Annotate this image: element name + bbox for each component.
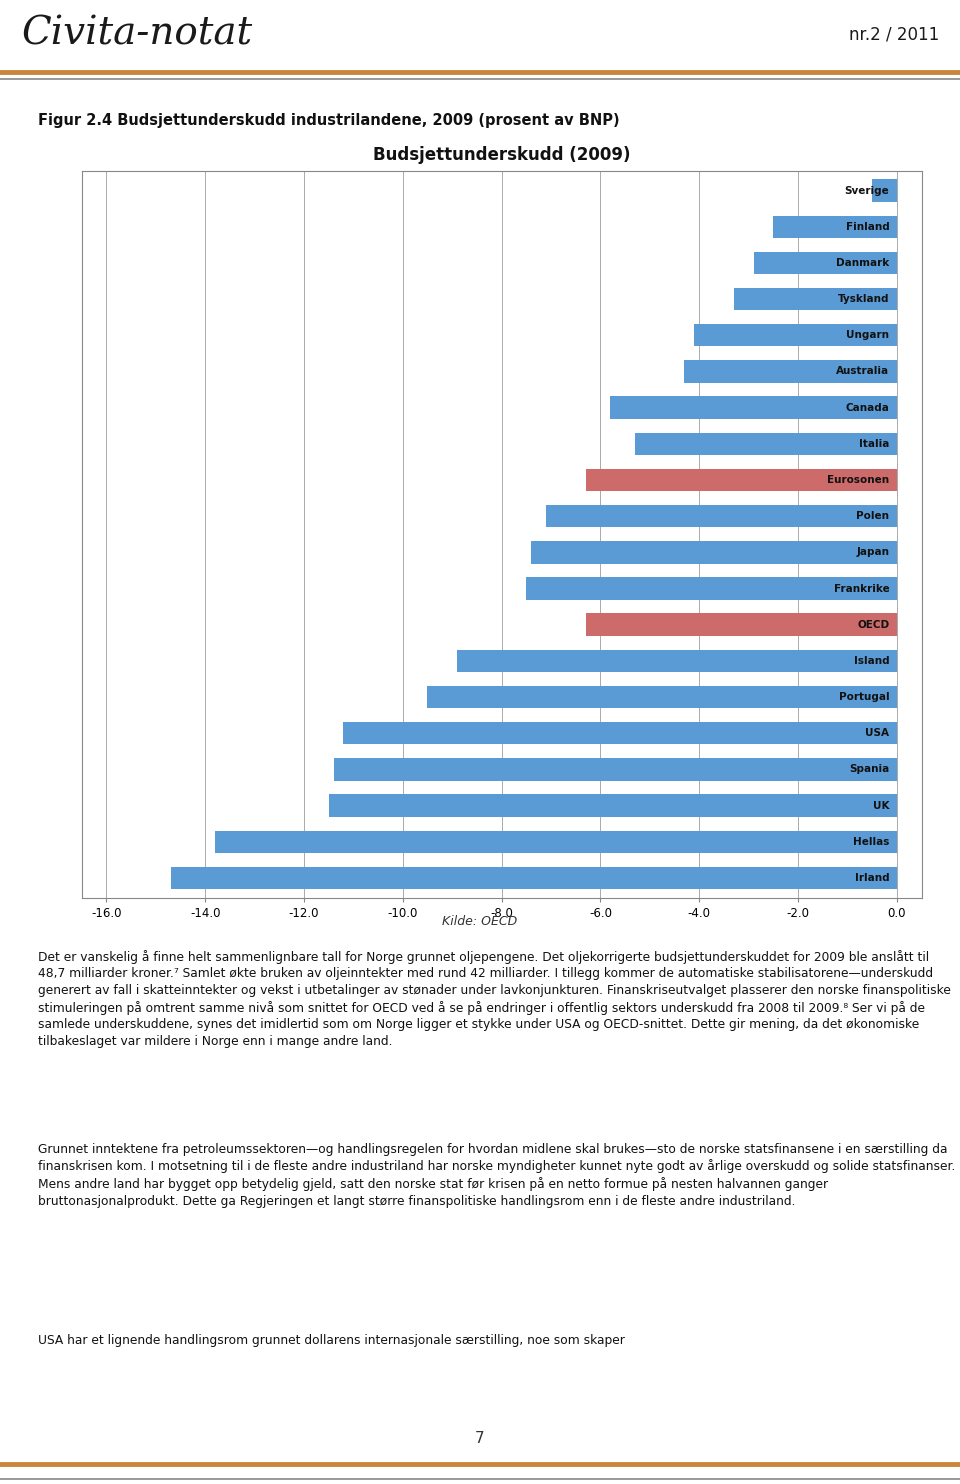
Text: Det er vanskelig å finne helt sammenlignbare tall for Norge grunnet oljepengene.: Det er vanskelig å finne helt sammenlign…	[38, 950, 951, 1048]
Title: Budsjettunderskudd (2009): Budsjettunderskudd (2009)	[372, 145, 631, 163]
Text: OECD: OECD	[857, 620, 890, 629]
Text: Figur 2.4 Budsjettunderskudd industrilandene, 2009 (prosent av BNP): Figur 2.4 Budsjettunderskudd industrilan…	[38, 113, 620, 128]
Bar	[171, 867, 897, 889]
Bar	[333, 758, 897, 781]
Bar	[684, 361, 897, 383]
Bar	[546, 505, 897, 527]
Text: Frankrike: Frankrike	[833, 583, 890, 594]
Text: Tyskland: Tyskland	[838, 294, 890, 304]
Bar	[526, 577, 897, 600]
Text: Eurosonen: Eurosonen	[828, 475, 890, 485]
Text: Canada: Canada	[846, 402, 890, 413]
Bar	[215, 831, 897, 853]
Text: Hellas: Hellas	[853, 837, 890, 847]
Bar	[635, 432, 897, 456]
Text: Spania: Spania	[850, 764, 890, 775]
Bar	[774, 215, 897, 237]
Bar	[754, 252, 897, 275]
Text: USA: USA	[866, 729, 890, 738]
Bar	[328, 794, 897, 816]
Bar	[531, 542, 897, 564]
Text: Ungarn: Ungarn	[847, 331, 890, 340]
Bar	[344, 723, 897, 745]
Text: Irland: Irland	[854, 873, 890, 883]
Text: nr.2 / 2011: nr.2 / 2011	[849, 25, 939, 43]
Text: 7: 7	[475, 1431, 485, 1447]
Text: Italia: Italia	[859, 439, 890, 448]
Bar	[611, 396, 897, 418]
Text: UK: UK	[873, 800, 890, 810]
Bar	[694, 324, 897, 346]
Text: Australia: Australia	[836, 367, 890, 377]
Bar	[457, 650, 897, 672]
Text: Sverige: Sverige	[845, 186, 890, 196]
Bar	[586, 613, 897, 637]
Text: USA har et lignende handlingsrom grunnet dollarens internasjonale særstilling, n: USA har et lignende handlingsrom grunnet…	[38, 1334, 625, 1347]
Bar	[586, 469, 897, 491]
Text: Island: Island	[853, 656, 890, 666]
Text: Finland: Finland	[846, 221, 890, 232]
Text: Civita-notat: Civita-notat	[21, 16, 252, 53]
Bar	[873, 180, 897, 202]
Text: Kilde: OECD: Kilde: OECD	[443, 916, 517, 928]
Text: Portugal: Portugal	[839, 692, 890, 702]
Text: Polen: Polen	[856, 510, 890, 521]
Text: Grunnet inntektene fra petroleumssektoren—og handlingsregelen for hvordan midlen: Grunnet inntektene fra petroleumssektore…	[38, 1143, 956, 1208]
Text: Danmark: Danmark	[836, 258, 890, 269]
Bar	[427, 686, 897, 708]
Text: Japan: Japan	[856, 548, 890, 558]
Bar	[733, 288, 897, 310]
